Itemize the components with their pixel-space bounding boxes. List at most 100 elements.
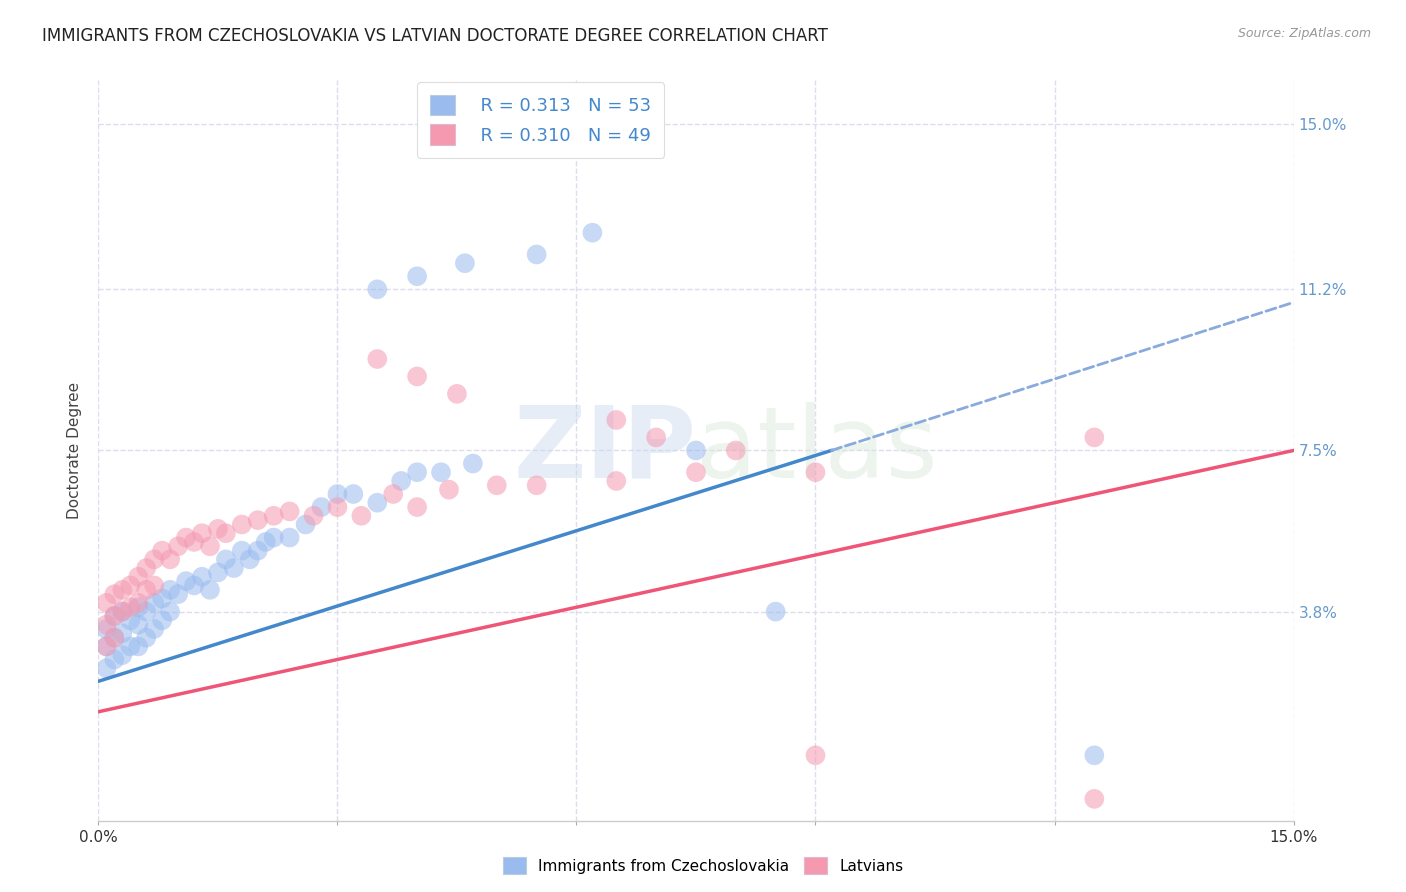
Point — [96, 596, 118, 610]
Point — [685, 443, 707, 458]
Point — [96, 640, 118, 654]
Point — [103, 652, 125, 666]
Point — [103, 609, 125, 624]
Point — [485, 478, 508, 492]
Point — [120, 600, 142, 615]
Point — [685, 465, 707, 479]
Point — [239, 552, 262, 566]
Point — [366, 351, 388, 366]
Point — [135, 631, 157, 645]
Point — [127, 640, 149, 654]
Point — [150, 543, 173, 558]
Point — [159, 605, 181, 619]
Point — [198, 582, 221, 597]
Point — [111, 648, 134, 662]
Text: IMMIGRANTS FROM CZECHOSLOVAKIA VS LATVIAN DOCTORATE DEGREE CORRELATION CHART: IMMIGRANTS FROM CZECHOSLOVAKIA VS LATVIA… — [42, 27, 828, 45]
Point — [111, 582, 134, 597]
Point — [191, 570, 214, 584]
Point — [294, 517, 316, 532]
Point — [278, 531, 301, 545]
Point — [167, 539, 190, 553]
Point — [127, 570, 149, 584]
Point — [1083, 792, 1105, 806]
Point — [804, 465, 827, 479]
Point — [127, 617, 149, 632]
Point — [430, 465, 453, 479]
Point — [215, 526, 238, 541]
Point — [605, 413, 627, 427]
Point — [804, 748, 827, 763]
Text: ZIP: ZIP — [513, 402, 696, 499]
Text: Source: ZipAtlas.com: Source: ZipAtlas.com — [1237, 27, 1371, 40]
Point — [406, 465, 429, 479]
Point — [263, 531, 285, 545]
Point — [246, 543, 269, 558]
Point — [174, 574, 197, 588]
Point — [150, 591, 173, 606]
Point — [263, 508, 285, 523]
Point — [437, 483, 460, 497]
Point — [111, 605, 134, 619]
Point — [167, 587, 190, 601]
Point — [326, 487, 349, 501]
Point — [254, 535, 277, 549]
Point — [406, 500, 429, 514]
Point — [302, 508, 325, 523]
Point — [96, 622, 118, 636]
Point — [127, 600, 149, 615]
Point — [724, 443, 747, 458]
Point — [103, 631, 125, 645]
Point — [135, 582, 157, 597]
Point — [581, 226, 603, 240]
Point — [103, 587, 125, 601]
Point — [159, 582, 181, 597]
Point — [143, 596, 166, 610]
Point — [120, 613, 142, 627]
Point — [120, 640, 142, 654]
Point — [222, 561, 245, 575]
Point — [461, 457, 484, 471]
Point — [183, 535, 205, 549]
Point — [215, 552, 238, 566]
Point — [135, 605, 157, 619]
Point — [311, 500, 333, 514]
Point — [389, 474, 412, 488]
Point — [159, 552, 181, 566]
Point — [231, 517, 253, 532]
Legend:   R = 0.313   N = 53,   R = 0.310   N = 49: R = 0.313 N = 53, R = 0.310 N = 49 — [418, 82, 664, 158]
Legend: Immigrants from Czechoslovakia, Latvians: Immigrants from Czechoslovakia, Latvians — [496, 851, 910, 880]
Point — [96, 661, 118, 675]
Point — [231, 543, 253, 558]
Point — [366, 282, 388, 296]
Point — [174, 531, 197, 545]
Point — [207, 566, 229, 580]
Point — [406, 369, 429, 384]
Point — [406, 269, 429, 284]
Point — [150, 613, 173, 627]
Point — [605, 474, 627, 488]
Point — [111, 605, 134, 619]
Point — [382, 487, 405, 501]
Point — [120, 578, 142, 592]
Point — [246, 513, 269, 527]
Point — [326, 500, 349, 514]
Point — [191, 526, 214, 541]
Point — [143, 552, 166, 566]
Point — [198, 539, 221, 553]
Point — [278, 504, 301, 518]
Point — [96, 640, 118, 654]
Point — [103, 631, 125, 645]
Point — [526, 247, 548, 261]
Point — [207, 522, 229, 536]
Point — [111, 626, 134, 640]
Point — [765, 605, 787, 619]
Point — [1083, 430, 1105, 444]
Point — [103, 609, 125, 624]
Text: atlas: atlas — [696, 402, 938, 499]
Point — [1083, 748, 1105, 763]
Point — [446, 387, 468, 401]
Point — [183, 578, 205, 592]
Point — [342, 487, 364, 501]
Point — [454, 256, 477, 270]
Point — [143, 622, 166, 636]
